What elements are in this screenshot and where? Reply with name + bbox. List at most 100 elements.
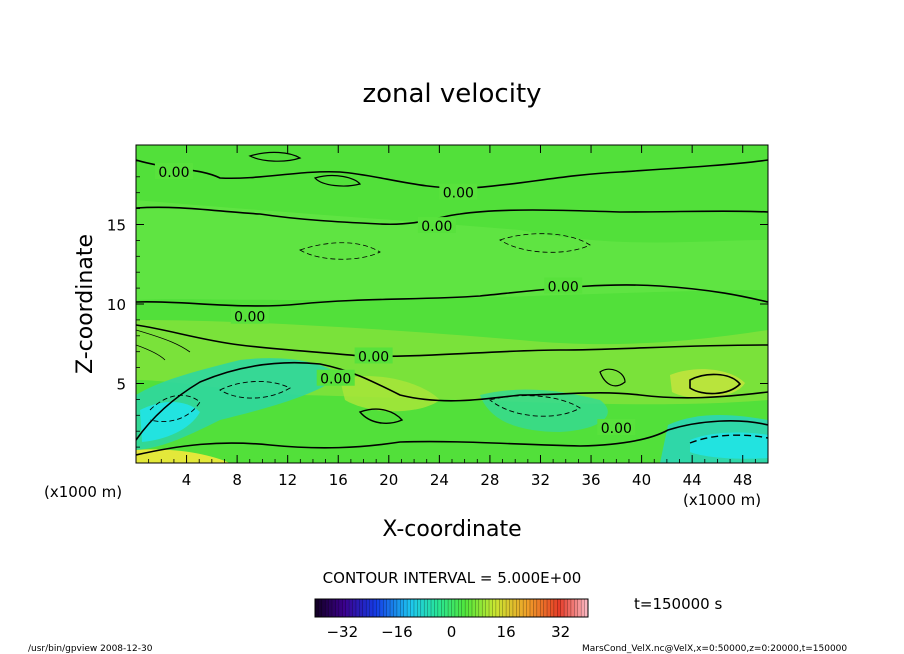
colorbar-swatch — [519, 599, 524, 617]
colorbar-swatch — [400, 599, 405, 617]
colorbar-swatch — [427, 599, 432, 617]
contour-dashed-right — [689, 434, 768, 444]
colorbar-swatch — [437, 599, 442, 617]
colorbar-swatch — [461, 599, 466, 617]
x-tick-label: 40 — [632, 471, 651, 489]
colorbar-swatch — [352, 599, 357, 617]
contour-dashed-upper-right — [499, 233, 591, 253]
contour-dashed-center — [489, 395, 581, 417]
colorbar-swatch — [383, 599, 387, 617]
footer-right: MarsCond_VelX.nc@VelX,x=0:50000,z=0:2000… — [582, 644, 847, 654]
negative-core-left — [140, 402, 200, 442]
colorbar-swatch — [547, 599, 551, 617]
colorbar-swatch — [342, 599, 347, 617]
colorbar-swatch — [441, 599, 445, 617]
contour-dashed-left — [149, 394, 201, 422]
colorbar-swatch — [444, 599, 449, 617]
contour-label: 0.00 — [358, 349, 389, 365]
y-axis: 5 10 15 — [107, 160, 768, 448]
contour-label: 0.00 — [320, 372, 351, 388]
colorbar-swatch — [485, 599, 490, 617]
x-tick-label: 20 — [379, 471, 398, 489]
colorbar-swatch — [489, 599, 493, 617]
colorbar-swatch — [420, 599, 425, 617]
colorbar-swatch — [335, 599, 340, 617]
contour-zero-top — [136, 159, 768, 189]
contour-label-background — [417, 217, 456, 234]
colorbar-swatch — [379, 599, 384, 617]
colorbar-swatch — [475, 599, 480, 617]
contour-zero-lower-mid — [136, 324, 768, 358]
colorbar-swatch — [482, 599, 486, 617]
contour-closed-right — [689, 373, 742, 395]
colorbar-swatch — [407, 599, 411, 617]
contour-closed-top-center — [313, 174, 362, 187]
colorbar-swatch — [325, 599, 329, 617]
colorbar-swatch — [451, 599, 456, 617]
colorbar-tick-label: 16 — [497, 623, 516, 641]
colorbar-swatch — [468, 599, 473, 617]
colorbar-swatch — [567, 599, 572, 617]
contour-label: 0.00 — [443, 186, 474, 202]
colorbar-swatch — [550, 599, 555, 617]
contour-label-group: 0.00 0.00 0.00 0.00 0.00 0.00 0.00 0.00 — [154, 163, 636, 437]
contour-thin-left-2 — [136, 344, 166, 361]
contour-interval: CONTOUR INTERVAL = 5.000E+00 — [323, 569, 582, 587]
x-axis-label: X-coordinate — [382, 517, 521, 542]
contour-thin-left-1 — [136, 329, 191, 353]
colorbar-swatch — [410, 599, 415, 617]
colorbar-tick-label: 32 — [551, 623, 570, 641]
colorbar-swatch — [529, 599, 534, 617]
contour-label-background — [597, 419, 636, 436]
colorbar-swatch — [495, 599, 500, 617]
colorbar-swatch — [553, 599, 558, 617]
contour-lines — [136, 151, 768, 456]
colorbar-swatch — [526, 599, 531, 617]
colorbar-swatch — [536, 599, 541, 617]
chart-title: zonal velocity — [362, 79, 541, 109]
colorbar-swatch — [393, 599, 398, 617]
positive-region-bottom-left — [136, 449, 230, 463]
colorbar-swatch — [431, 599, 435, 617]
time-label: t=150000 s — [634, 595, 722, 613]
colorbar-swatch — [560, 599, 565, 617]
colorbar-swatch — [376, 599, 381, 617]
colorbar-swatch — [540, 599, 544, 617]
x-tick-label: 16 — [329, 471, 348, 489]
colorbar-swatch — [557, 599, 561, 617]
contour-label-background — [439, 183, 478, 200]
x-tick-label: 4 — [182, 471, 192, 489]
colorbar-swatch — [516, 599, 521, 617]
colorbar-tick-label: −32 — [326, 623, 358, 641]
colorbar-swatch — [362, 599, 367, 617]
contour-label: 0.00 — [548, 280, 579, 296]
colorbar-swatch — [574, 599, 579, 617]
colorbar-swatch — [390, 599, 394, 617]
x-tick-label: 24 — [430, 471, 449, 489]
contour-closed-right-small — [599, 368, 626, 387]
colorbar-swatch — [471, 599, 476, 617]
colorbar-swatch — [349, 599, 353, 617]
footer-left: /usr/bin/gpview 2008-12-30 — [28, 644, 153, 654]
plot-area: 0.00 0.00 0.00 0.00 0.00 0.00 0.00 0.00 — [136, 145, 768, 463]
colorbar-tick-label: 0 — [447, 623, 457, 641]
colorbar-swatch — [434, 599, 439, 617]
colorbar-swatch — [338, 599, 343, 617]
contour-label-background — [354, 347, 393, 364]
colorbar-swatch — [509, 599, 514, 617]
colorbar-swatch — [332, 599, 336, 617]
colorbar-swatch — [577, 599, 582, 617]
colorbar-swatch — [315, 599, 319, 617]
x-tick-label: 48 — [733, 471, 752, 489]
contour-label: 0.00 — [158, 165, 189, 181]
x-tick-label: 44 — [683, 471, 702, 489]
colorbar-swatch — [454, 599, 459, 617]
colorbar-tick-label: −16 — [381, 623, 413, 641]
y-axis-label: Z-coordinate — [73, 234, 98, 374]
x-tick-label: 12 — [278, 471, 297, 489]
colorbar-swatch — [403, 599, 408, 617]
colorbar-swatch — [533, 599, 538, 617]
colorbar-swatch — [523, 599, 527, 617]
colorbar-swatch — [413, 599, 418, 617]
colorbar-swatch — [564, 599, 568, 617]
